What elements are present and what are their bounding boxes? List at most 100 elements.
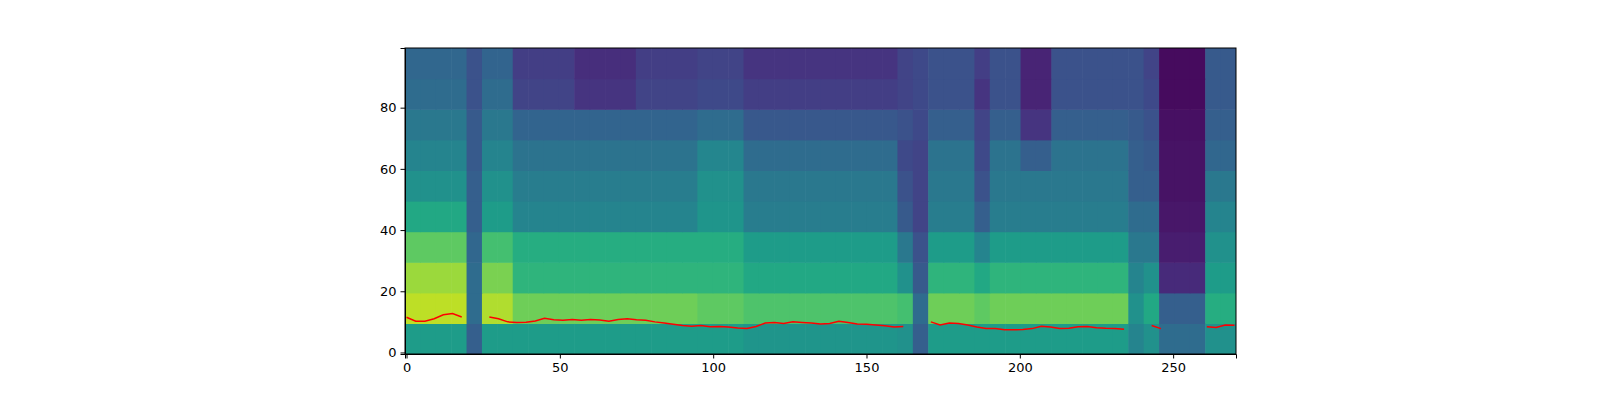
x-axis-tick-label: 0 [403,360,411,375]
heatmap-cell [851,262,867,293]
heatmap-cell [651,323,667,354]
heatmap-cell [667,170,683,201]
heatmap-cell [790,170,806,201]
x-axis-tick: 250 [1161,354,1186,375]
heatmap-cell [651,232,667,263]
heatmap-cell [636,201,652,232]
heatmap-cell [897,109,913,140]
heatmap-cell [1128,140,1144,171]
heatmap-cell [1159,262,1175,293]
heatmap-cell [1144,201,1160,232]
heatmap-cell [1113,79,1129,110]
heatmap-cell [1051,170,1067,201]
heatmap-cell [1205,262,1221,293]
heatmap-cell [559,48,575,79]
heatmap-cell [482,170,498,201]
heatmap-cell [1159,109,1175,140]
heatmap-cell [682,48,698,79]
heatmap-cell [420,109,436,140]
heatmap-cell [1067,79,1083,110]
heatmap-cell [759,109,775,140]
heatmap-cell [697,170,713,201]
heatmap-cell [836,170,852,201]
heatmap-cell [590,79,606,110]
heatmap-cell [697,140,713,171]
y-axis: 020406080 [380,49,406,361]
heatmap-cell [928,79,944,110]
heatmap-cell [790,79,806,110]
heatmap-cell [1128,201,1144,232]
heatmap-cell [1067,262,1083,293]
heatmap-cell [867,323,883,354]
heatmap-cell [1082,293,1098,324]
heatmap-cell [420,170,436,201]
plot-frame [405,48,1236,354]
heatmap-cell [636,323,652,354]
heatmap-cell [482,323,498,354]
heatmap-cell [636,79,652,110]
y-axis-tick: 60 [380,162,405,177]
heatmap-cell [928,323,944,354]
heatmap-cell [651,201,667,232]
heatmap-cell [574,323,590,354]
heatmap-cell [451,109,467,140]
heatmap-cell [544,262,560,293]
heatmap-cell [728,201,744,232]
heatmap-cell [405,140,421,171]
heatmap-cell [513,109,529,140]
heatmap-cell [713,170,729,201]
heatmap-cell [513,293,529,324]
heatmap-cell [728,79,744,110]
heatmap-cell [436,140,452,171]
heatmap-cell [990,170,1006,201]
heatmap-cell [882,232,898,263]
heatmap-cell [928,201,944,232]
heatmap-cell [467,140,483,171]
x-axis-tick: 50 [552,354,569,375]
heatmap-cell [605,79,621,110]
heatmap-cell [651,170,667,201]
heatmap-cell [636,232,652,263]
heatmap-cell [1159,48,1175,79]
heatmap-cell [882,140,898,171]
heatmap-cell [436,109,452,140]
heatmap-cell [420,201,436,232]
heatmap-cell [1190,262,1206,293]
heatmap-cell [682,262,698,293]
heatmap-cell [1190,170,1206,201]
heatmap-cell [697,201,713,232]
heatmap-cell [1005,48,1021,79]
heatmap-cell [1067,48,1083,79]
heatmap-cell [1021,293,1037,324]
heatmap-cell [451,79,467,110]
heatmap-cell [682,232,698,263]
heatmap-cell [959,109,975,140]
heatmap-cell [436,79,452,110]
heatmap-cell [1205,109,1221,140]
heatmap-cell [913,323,929,354]
y-axis-tick-label: 80 [380,100,397,115]
heatmap-cell [759,262,775,293]
heatmap-cell [1205,293,1221,324]
heatmap-cell [713,140,729,171]
heatmap-cell [836,79,852,110]
heatmap-cell [1005,323,1021,354]
heatmap-cell [882,109,898,140]
heatmap-cell [1205,170,1221,201]
heatmap-cell [467,109,483,140]
heatmap-cell [405,323,421,354]
heatmap-cell [774,293,790,324]
heatmap-cell [1098,48,1114,79]
heatmap-cell [405,170,421,201]
heatmap-cell [974,109,990,140]
heatmap-cell [420,79,436,110]
heatmap-cell [713,48,729,79]
heatmap-cell [451,170,467,201]
heatmap-cell [497,109,513,140]
heatmap-cell [713,323,729,354]
heatmap-cell [944,140,960,171]
heatmap-cell [821,232,837,263]
heatmap-cell [1036,232,1052,263]
y-axis-tick-mark [401,230,406,231]
heatmap-cell [1113,201,1129,232]
